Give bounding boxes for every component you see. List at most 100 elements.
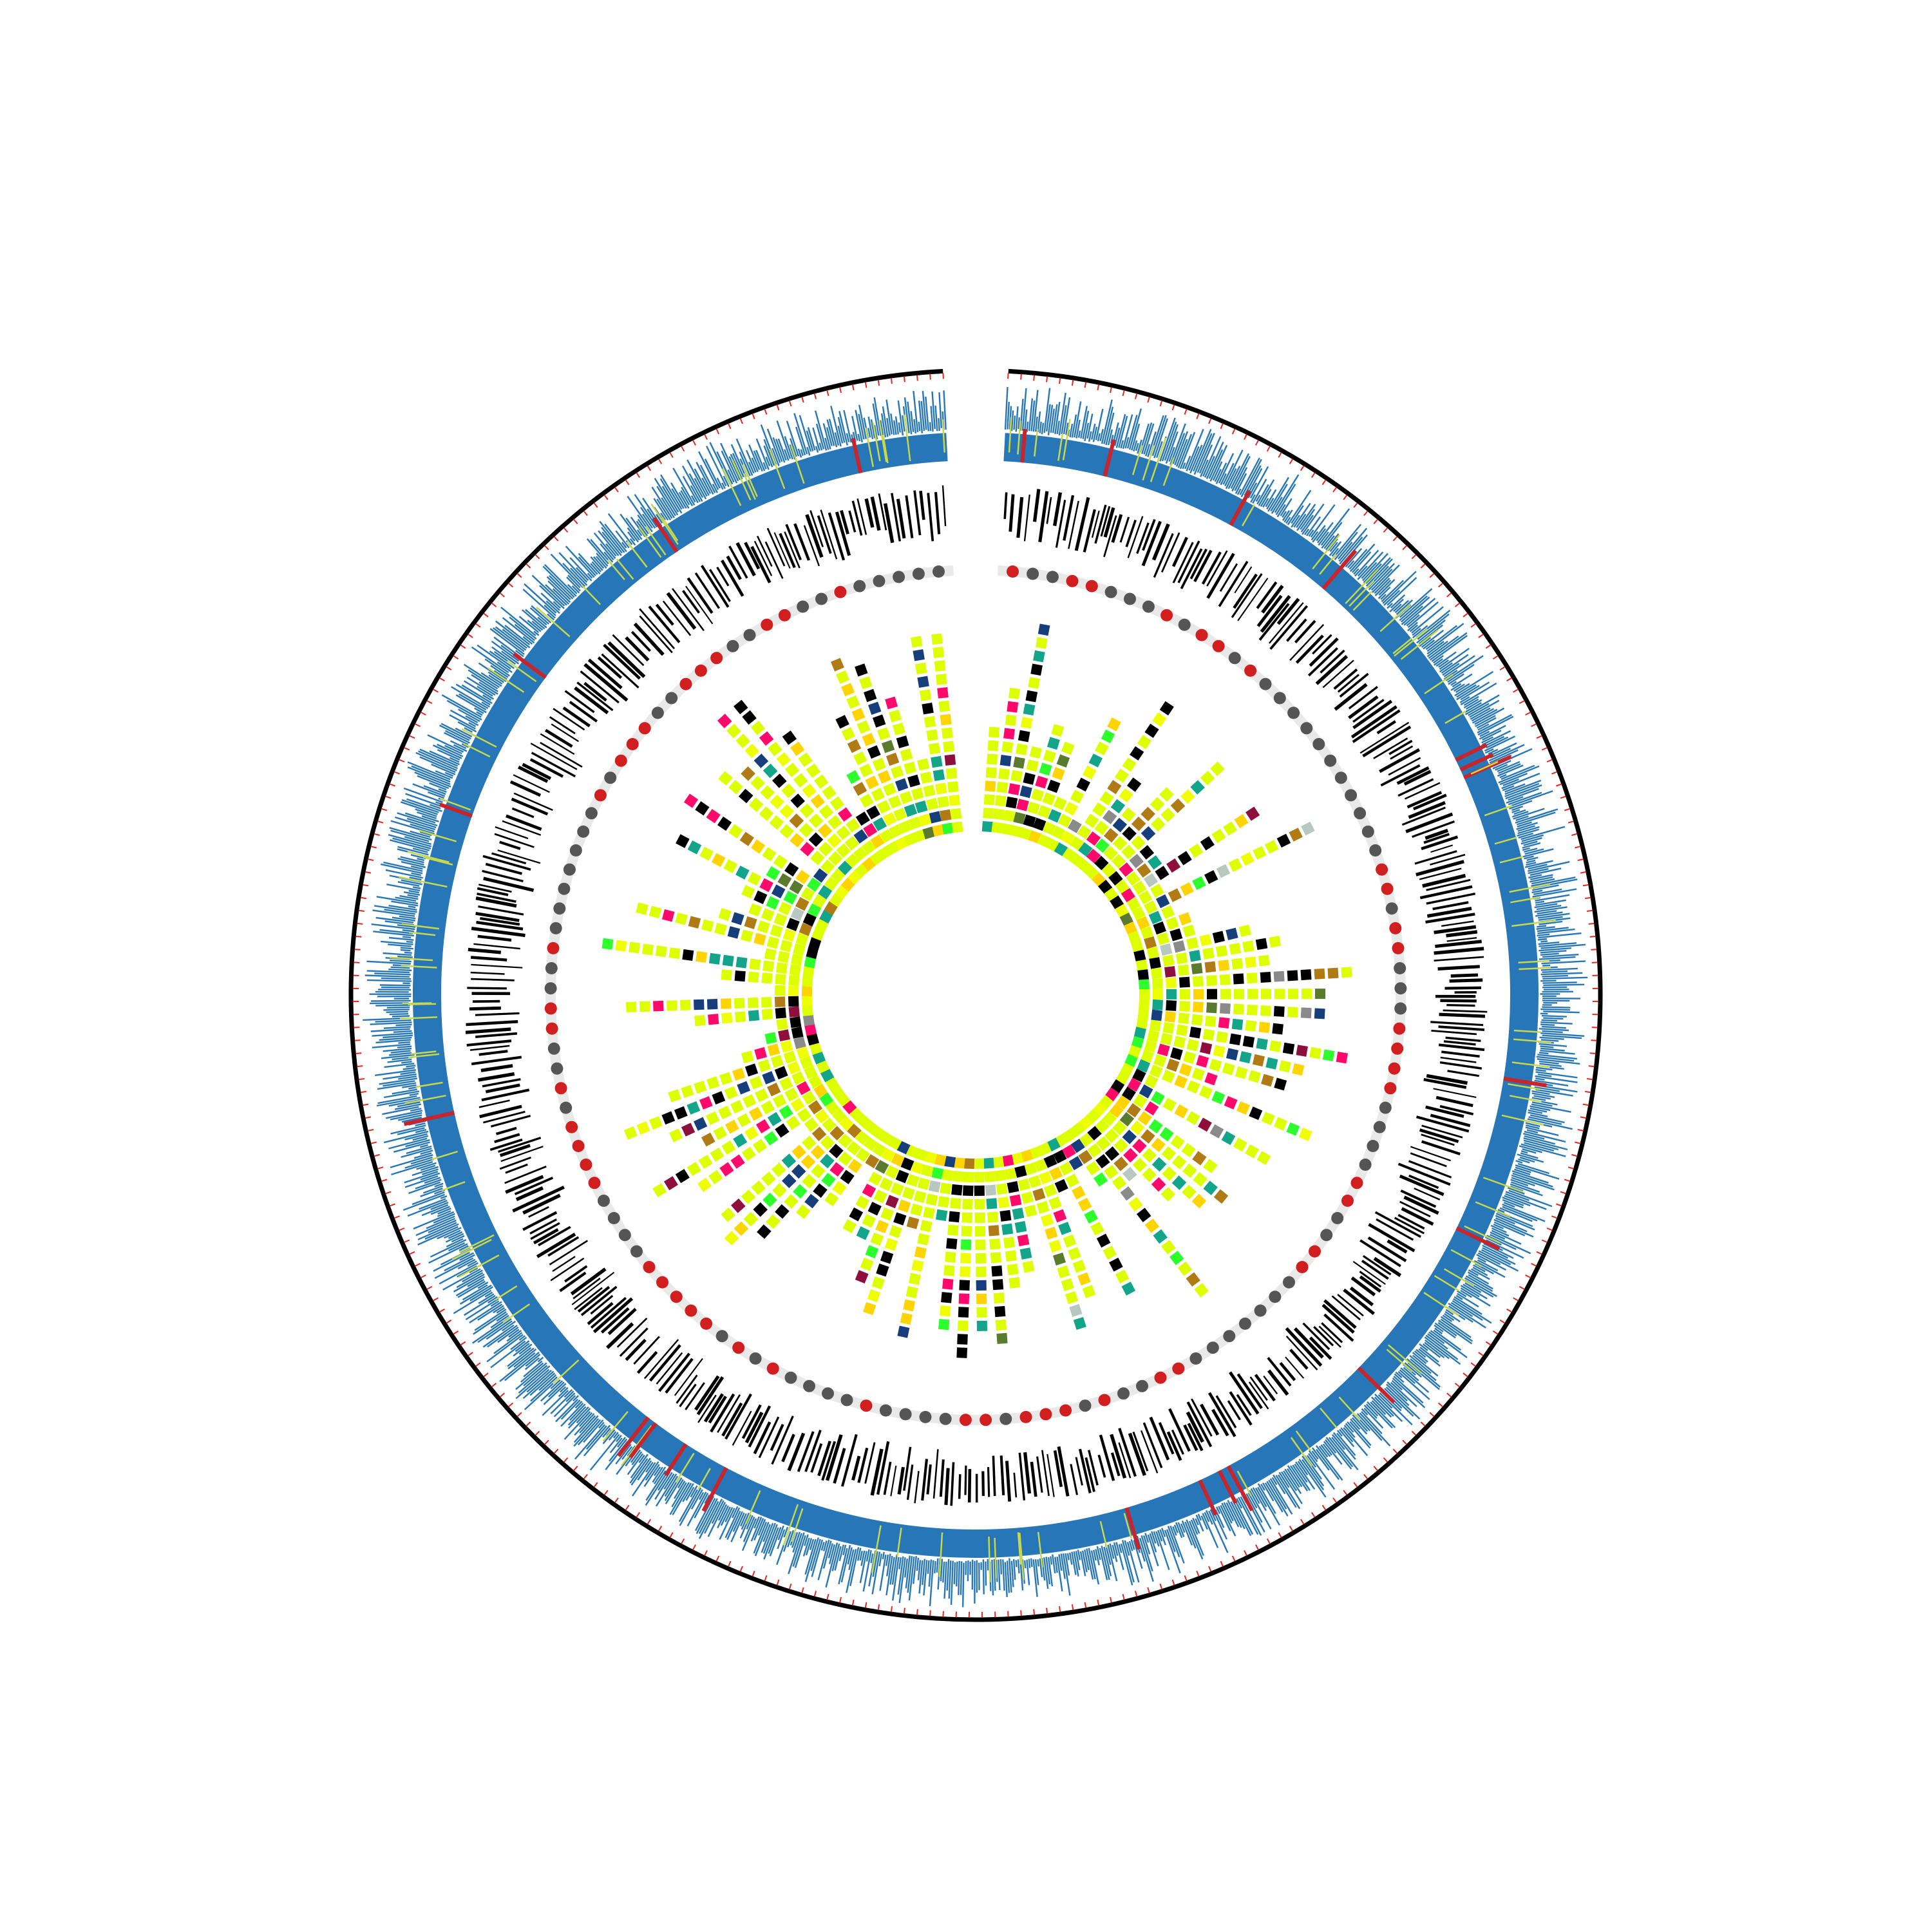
heatmap-cell [770, 1054, 784, 1068]
heatmap-cell [923, 1206, 935, 1219]
black-bar [728, 545, 748, 579]
category-dot [1359, 1159, 1372, 1171]
heatmap-cell [1087, 1126, 1102, 1141]
gene-tick [1266, 1481, 1289, 1517]
ruler-tick [715, 1555, 720, 1562]
gene-tick [824, 437, 829, 450]
heatmap-cell [838, 1133, 853, 1148]
gene-tick [1424, 1336, 1461, 1365]
heatmap-cell [855, 811, 870, 826]
gene-tick [1539, 1043, 1567, 1047]
gene-highlight-yellow [1349, 580, 1375, 607]
black-bar [810, 510, 824, 547]
heatmap-cell [775, 1007, 787, 1019]
gene-tick [918, 1560, 923, 1594]
heatmap-cell [913, 1190, 927, 1204]
gene-tick [599, 520, 625, 553]
black-bar [1189, 548, 1208, 580]
black-bar [1333, 668, 1358, 690]
gene-tick [477, 1303, 503, 1321]
category-dot [815, 592, 828, 605]
black-bar [934, 492, 941, 535]
heatmap-cell [876, 1264, 889, 1277]
heatmap-cell [1190, 780, 1205, 795]
heatmap-cell [1192, 876, 1206, 891]
heatmap-cell [801, 985, 813, 997]
gene-tick [1533, 1095, 1551, 1100]
ruler-tick [1244, 1550, 1247, 1557]
gene-tick [1081, 1550, 1088, 1573]
gene-tick [712, 483, 718, 493]
heatmap-cell [810, 850, 825, 866]
gene-tick [492, 627, 525, 652]
gene-tick [645, 1470, 667, 1501]
gene-tick [1530, 874, 1553, 880]
gene-tick [415, 1129, 427, 1133]
gene-tick [386, 884, 421, 892]
gene-tick [1391, 1379, 1403, 1390]
heatmap-cell [766, 936, 780, 949]
heatmap-cell [1166, 1058, 1180, 1072]
category-dot [732, 1341, 745, 1354]
gene-tick [1362, 553, 1388, 582]
gene-tick [1120, 1543, 1133, 1586]
ruler-tick [764, 408, 768, 415]
gene-tick [437, 1208, 451, 1215]
category-dot [560, 1101, 573, 1114]
gene-highlight-yellow [1423, 1292, 1459, 1317]
heatmap-cell [988, 1225, 999, 1236]
heatmap-cell [945, 768, 958, 779]
ruler-tick [864, 1602, 867, 1608]
heatmap-cell [1200, 770, 1215, 786]
gene-tick [1460, 682, 1497, 706]
gene-tick [1535, 894, 1570, 902]
black-bar [1321, 1303, 1355, 1334]
heatmap-cell [846, 770, 860, 784]
gene-tick [430, 1202, 449, 1211]
heatmap-cell [1148, 911, 1162, 925]
gene-tick [1225, 468, 1237, 489]
category-dot [1385, 902, 1398, 915]
ruler-tick [614, 487, 619, 493]
gene-tick [1517, 1153, 1544, 1163]
gene-tick [1539, 1028, 1569, 1032]
black-bar [883, 1461, 892, 1495]
heatmap-cell [1061, 1144, 1076, 1159]
heatmap-cell [802, 965, 815, 978]
ruler-tick [453, 1330, 459, 1335]
gene-tick [424, 1177, 441, 1184]
heatmap-cell [1171, 1175, 1187, 1190]
ruler-tick [583, 510, 588, 516]
heatmap-cell [1191, 963, 1203, 974]
heatmap-cell [652, 1183, 667, 1198]
heatmap-cell [1173, 940, 1186, 953]
ruler-tick [563, 1457, 569, 1463]
black-bar [1397, 1214, 1425, 1230]
gene-tick [429, 750, 460, 766]
gene-tick [385, 1110, 423, 1119]
heatmap-cell [829, 1126, 845, 1141]
gene-tick [552, 588, 570, 605]
gene-tick [1278, 1472, 1290, 1488]
heatmap-cell [891, 1153, 905, 1167]
heatmap-cell [1162, 1166, 1177, 1181]
gene-tick [490, 1340, 526, 1368]
gene-tick [1113, 1542, 1119, 1556]
heatmap-cell [750, 775, 765, 791]
heatmap-cell [873, 1189, 887, 1204]
gene-tick [711, 1500, 724, 1524]
gene-tick [404, 1158, 434, 1169]
gene-tick [390, 1050, 411, 1054]
gene-tick [1266, 497, 1274, 510]
heatmap-cell [1107, 780, 1122, 795]
gene-tick [457, 1265, 477, 1278]
heatmap-cell [1300, 1007, 1312, 1019]
gene-tick [1510, 1183, 1543, 1197]
heatmap-cell [820, 859, 835, 875]
heatmap-cell [800, 842, 815, 857]
gene-tick [1528, 867, 1549, 875]
heatmap-cell [721, 969, 732, 981]
black-bar [569, 701, 598, 723]
gene-tick [762, 462, 767, 469]
